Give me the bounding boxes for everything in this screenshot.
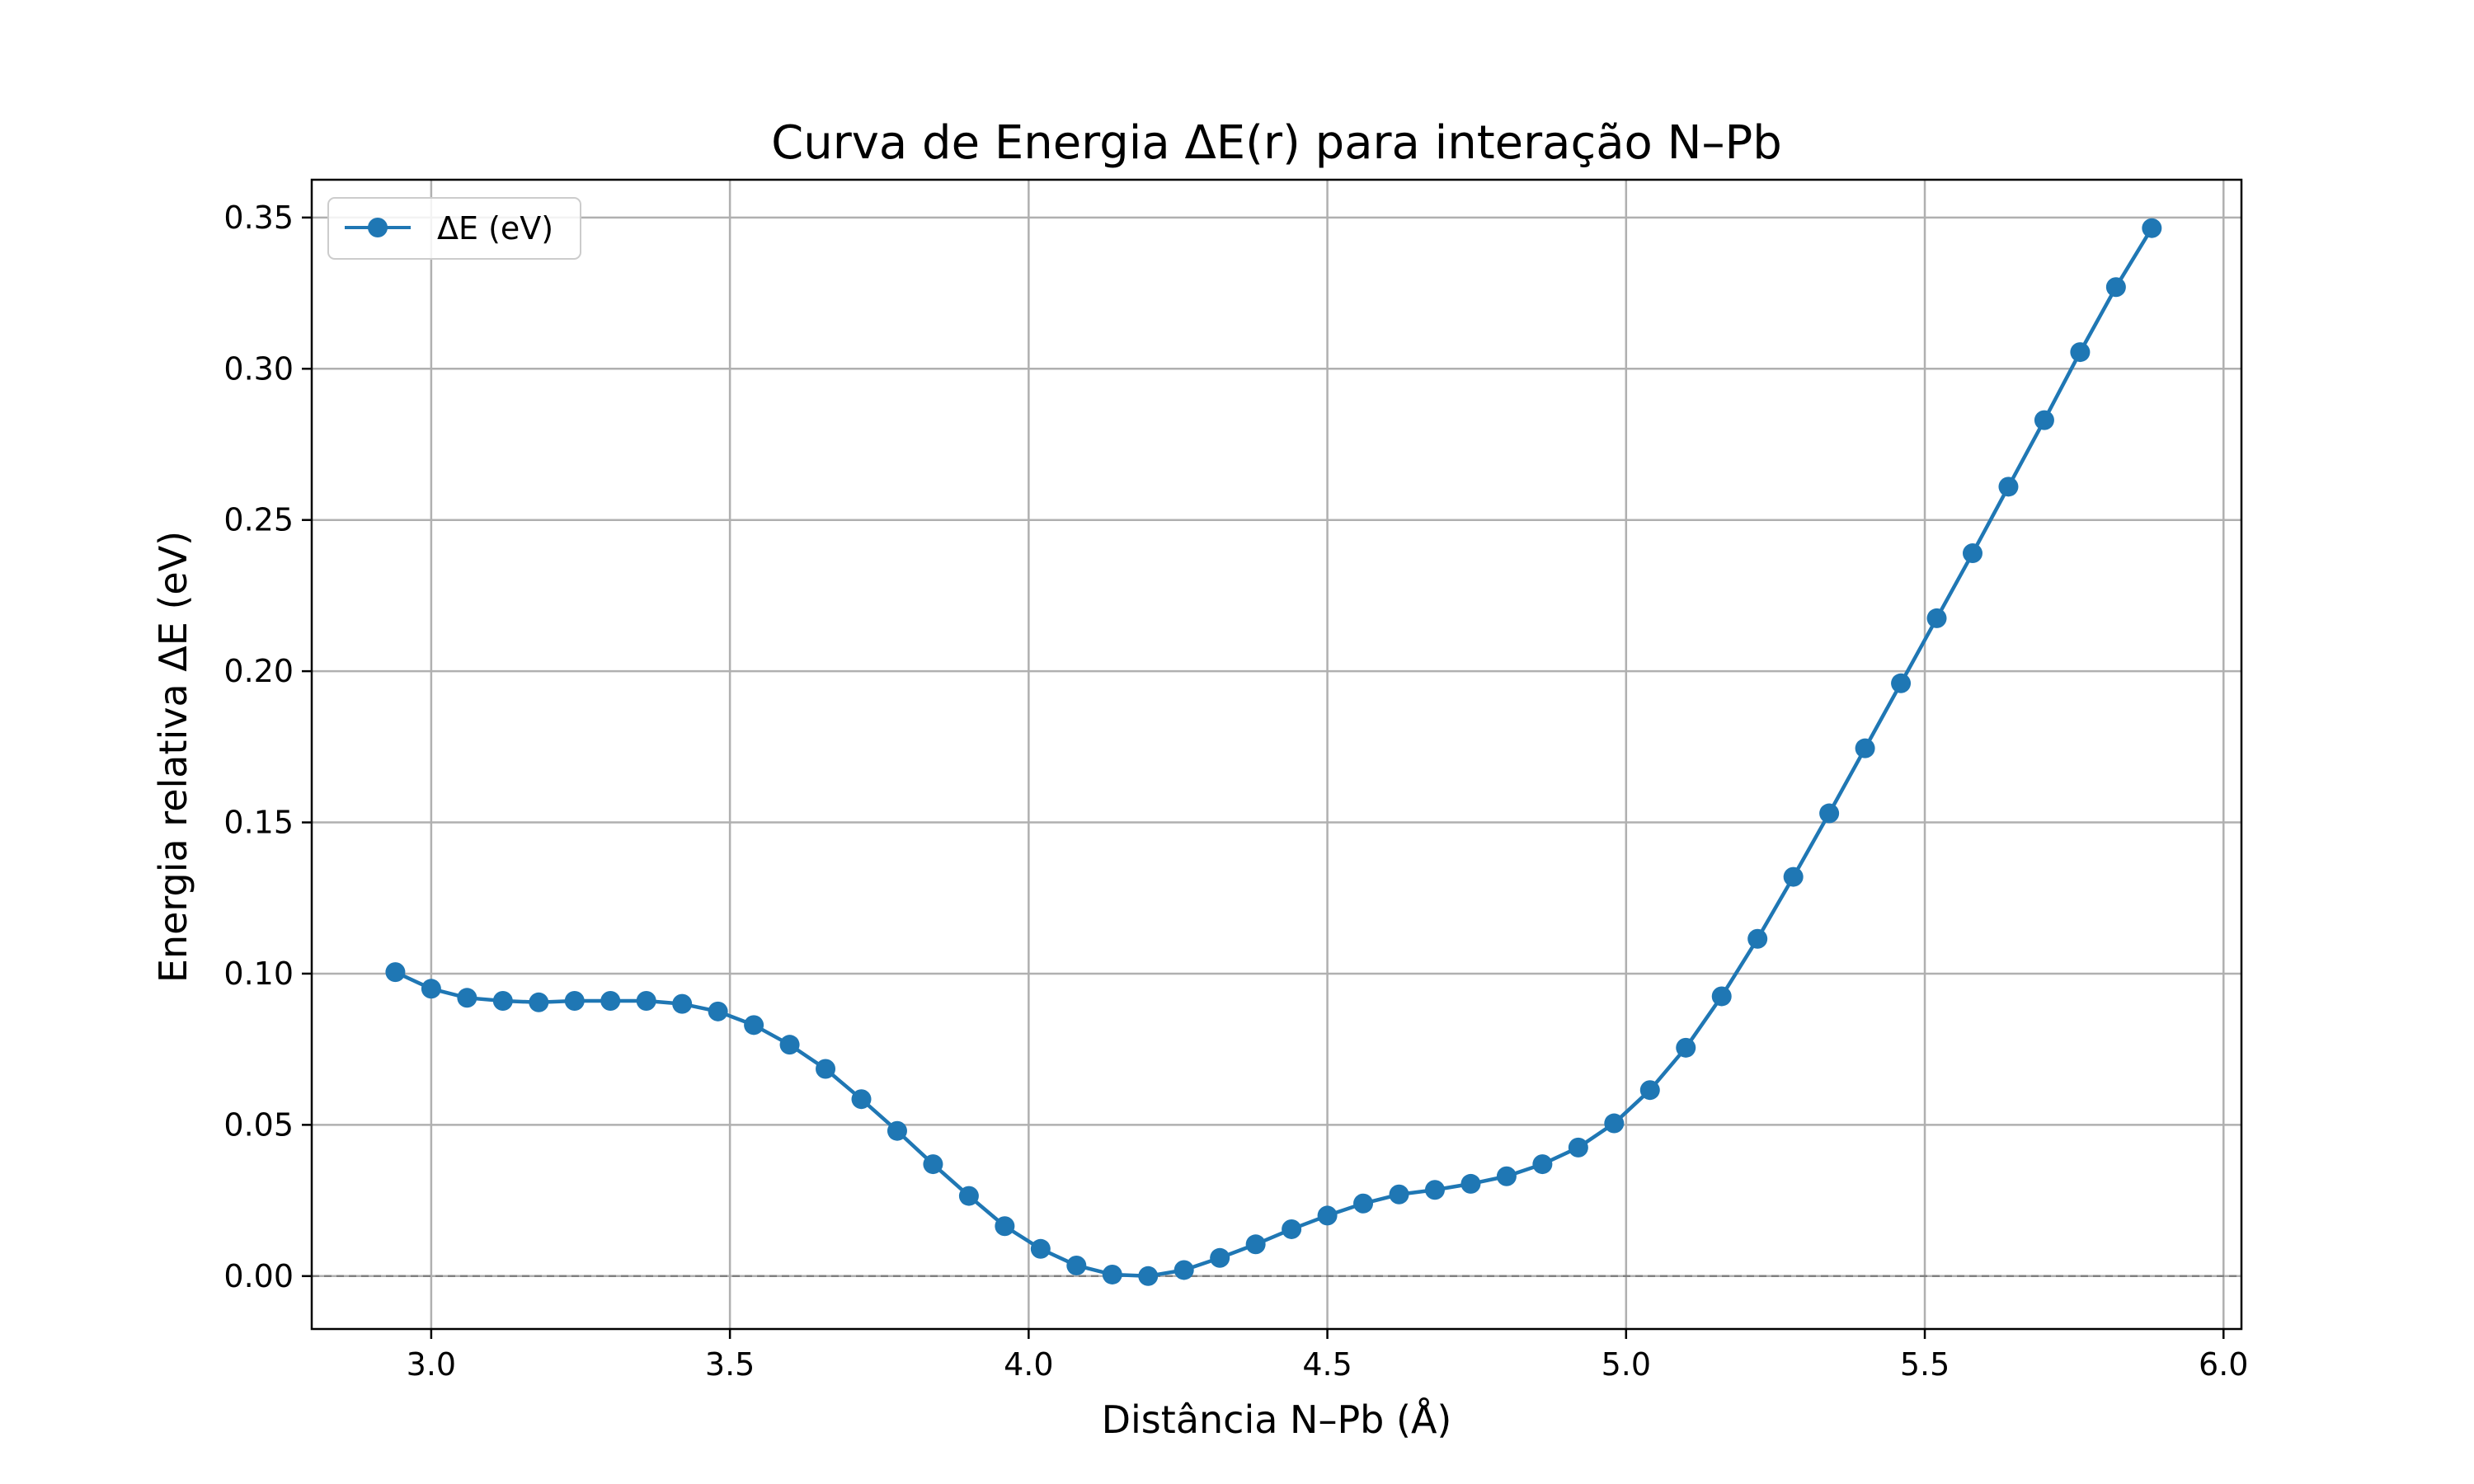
data-point bbox=[1066, 1255, 1087, 1275]
data-point bbox=[708, 1001, 728, 1021]
x-tick-label: 4.0 bbox=[1004, 1346, 1053, 1383]
legend-marker-swatch bbox=[368, 218, 388, 237]
series-layer bbox=[385, 218, 2162, 1286]
data-point bbox=[1568, 1137, 1588, 1158]
data-point bbox=[851, 1089, 872, 1110]
data-point bbox=[1496, 1166, 1517, 1186]
data-point bbox=[887, 1120, 907, 1141]
y-tick-label: 0.35 bbox=[223, 200, 294, 236]
chart-title: Curva de Energia ΔE(r) para interação N–… bbox=[771, 116, 1782, 170]
data-point bbox=[1030, 1238, 1051, 1259]
x-tick-label: 4.5 bbox=[1302, 1346, 1352, 1383]
legend-label: ΔE (eV) bbox=[437, 210, 553, 247]
x-tick-label: 5.0 bbox=[1602, 1346, 1651, 1383]
data-point bbox=[1891, 673, 1912, 693]
data-point bbox=[1783, 866, 1804, 887]
data-point bbox=[1353, 1193, 1374, 1214]
data-point bbox=[1819, 803, 1840, 824]
data-point bbox=[564, 990, 585, 1011]
data-point bbox=[744, 1015, 764, 1036]
data-point bbox=[492, 990, 513, 1011]
data-point bbox=[816, 1059, 836, 1079]
data-point bbox=[779, 1035, 800, 1055]
data-point bbox=[457, 988, 477, 1008]
data-point bbox=[1962, 543, 1982, 564]
y-tick-label: 0.05 bbox=[223, 1106, 294, 1143]
y-tick-label: 0.10 bbox=[223, 956, 294, 992]
data-point bbox=[2142, 218, 2162, 238]
x-tick-label: 3.0 bbox=[407, 1346, 456, 1383]
y-tick-label: 0.00 bbox=[223, 1258, 294, 1294]
data-point bbox=[1210, 1247, 1230, 1268]
data-point bbox=[1926, 608, 1947, 628]
y-axis-title: Energia relativa ΔE (eV) bbox=[151, 531, 195, 983]
y-tick-label: 0.25 bbox=[223, 502, 294, 538]
data-point bbox=[958, 1186, 979, 1206]
data-point bbox=[1711, 986, 1732, 1007]
data-point bbox=[1676, 1037, 1696, 1058]
data-point bbox=[1424, 1180, 1445, 1200]
data-point bbox=[1604, 1113, 1625, 1134]
data-point bbox=[1389, 1184, 1409, 1205]
data-point bbox=[2034, 410, 2054, 430]
data-point bbox=[1460, 1173, 1481, 1194]
x-tick-label: 3.5 bbox=[705, 1346, 755, 1383]
data-point bbox=[1317, 1205, 1338, 1226]
data-point bbox=[1102, 1264, 1122, 1284]
y-tick-label: 0.30 bbox=[223, 350, 294, 387]
x-axis-ticks: 3.0 3.5 4.0 4.5 5.0 5.5 6.0 bbox=[407, 1329, 2248, 1383]
legend-box bbox=[327, 197, 581, 260]
data-point bbox=[600, 990, 621, 1011]
data-point bbox=[1998, 477, 2019, 497]
data-point bbox=[1747, 928, 1768, 949]
data-point bbox=[529, 992, 549, 1012]
y-axis-ticks: 0.00 0.05 0.10 0.15 0.20 0.25 0.30 0.35 bbox=[223, 200, 312, 1294]
data-point bbox=[636, 990, 656, 1011]
y-tick-label: 0.20 bbox=[223, 653, 294, 689]
data-point bbox=[385, 962, 406, 983]
data-point bbox=[1532, 1154, 1553, 1175]
x-tick-label: 6.0 bbox=[2199, 1346, 2248, 1383]
data-point bbox=[1855, 738, 1875, 758]
data-point bbox=[2105, 277, 2126, 298]
data-point bbox=[995, 1216, 1015, 1237]
data-point bbox=[1639, 1080, 1660, 1101]
data-point bbox=[421, 979, 441, 999]
plot-frame bbox=[310, 178, 2243, 1331]
data-point bbox=[672, 993, 693, 1014]
legend: ΔE (eV) bbox=[327, 197, 581, 260]
data-point bbox=[1282, 1219, 1302, 1239]
x-tick-label: 5.5 bbox=[1900, 1346, 1950, 1383]
data-point bbox=[1245, 1234, 1266, 1255]
data-point bbox=[1174, 1260, 1194, 1280]
y-tick-label: 0.15 bbox=[223, 805, 294, 841]
data-point bbox=[923, 1154, 943, 1175]
x-axis-title: Distância N–Pb (Å) bbox=[1102, 1397, 1452, 1442]
data-point bbox=[2070, 342, 2091, 363]
data-point bbox=[1138, 1266, 1159, 1286]
